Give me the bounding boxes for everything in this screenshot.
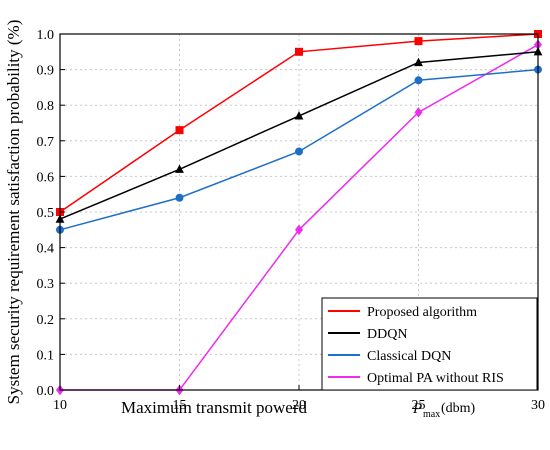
legend-label: Classical DQN	[367, 349, 451, 364]
data-point-optimal-pa-without-ris	[295, 224, 303, 235]
x-tick-label: 25	[412, 398, 426, 413]
data-point-proposed-algorithm	[414, 37, 423, 46]
data-point-classical-dqn	[295, 147, 303, 156]
legend: Proposed algorithm DDQN Classical DQN Optim…	[321, 297, 538, 391]
x-tick-label: 15	[173, 398, 187, 413]
legend-label: DDQN	[367, 327, 407, 342]
legend-label: Proposed algorithm	[367, 305, 477, 320]
data-point-ddqn	[175, 164, 184, 173]
data-point-proposed-algorithm	[175, 126, 184, 135]
x-axis-unit: (dbm)	[441, 401, 476, 416]
x-tick-label: 10	[53, 398, 67, 413]
x-tick-label: 20	[292, 398, 306, 413]
data-point-ddqn	[294, 111, 304, 120]
y-tick-label: 0.3	[37, 277, 55, 292]
y-tick-label: 0.6	[37, 170, 55, 185]
x-axis-symbol: P	[412, 401, 422, 417]
tick-layer: 10 15 20 25 30 0.0 0.1 0.2 0.3 0.4 0.5 0.6 0.7 0.8 0.9…	[37, 28, 546, 413]
legend-label: Optimal PA without RIS	[367, 371, 504, 386]
y-tick-label: 0.5	[37, 206, 55, 221]
y-axis-label: System security requirement satisfaction…	[4, 20, 23, 405]
y-tick-label: 0.2	[37, 313, 55, 328]
data-point-proposed-algorithm	[295, 47, 303, 56]
x-axis-symbol-subscript: max	[423, 409, 440, 420]
data-point-ddqn	[414, 57, 423, 67]
legend-box	[321, 297, 538, 391]
y-tick-label: 0.7	[37, 135, 55, 150]
series-classical-dqn	[56, 65, 542, 234]
y-tick-label: 0.0	[37, 384, 55, 399]
data-point-classical-dqn	[414, 76, 423, 85]
y-tick-label: 0.8	[37, 99, 55, 114]
y-tick-label: 0.1	[37, 348, 55, 363]
y-tick-label: 0.4	[37, 242, 55, 257]
y-tick-label: 0.9	[37, 64, 55, 79]
y-tick-label: 1.0	[37, 28, 55, 43]
data-point-optimal-pa-without-ris	[414, 107, 423, 118]
data-point-classical-dqn	[175, 193, 184, 202]
x-tick-label: 30	[531, 398, 545, 413]
x-axis-label: Maximum transmit powerd	[121, 398, 308, 417]
